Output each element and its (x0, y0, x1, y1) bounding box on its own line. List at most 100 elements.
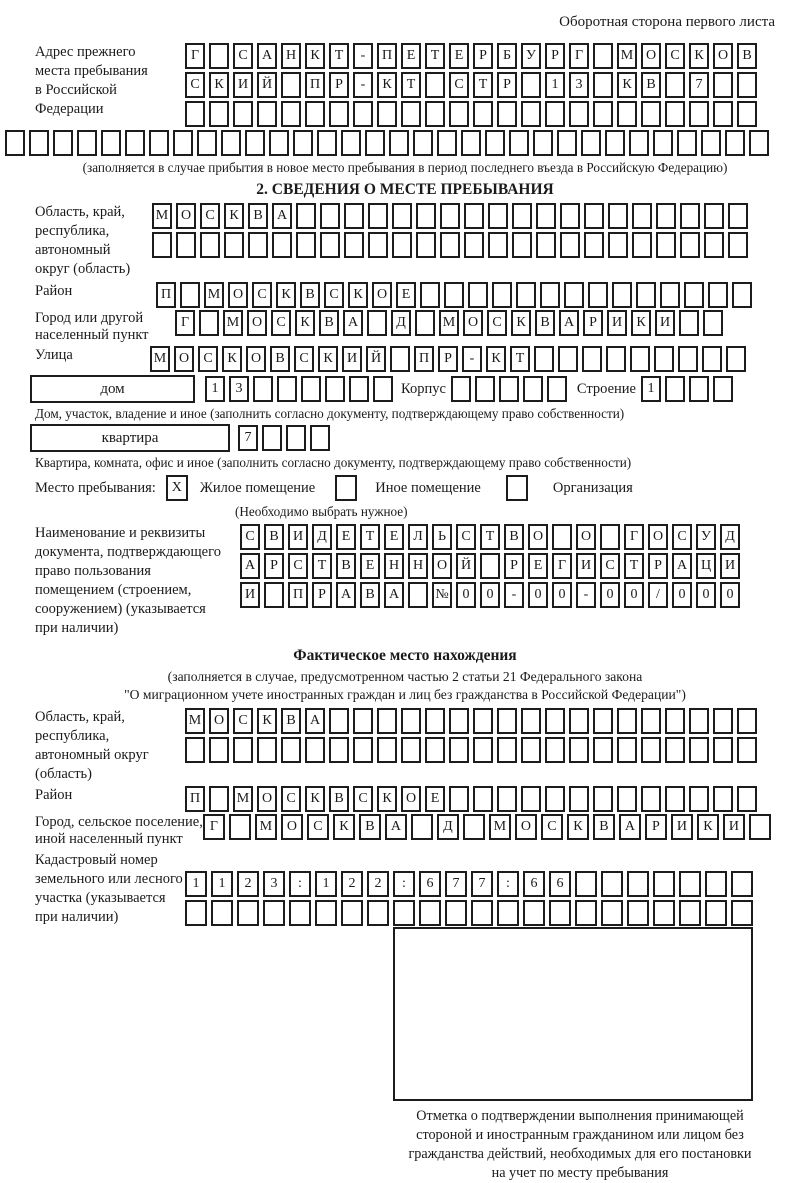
form-cell[interactable] (713, 708, 733, 734)
form-cell[interactable] (450, 376, 471, 402)
form-cell[interactable] (473, 708, 493, 734)
form-cell[interactable]: С (271, 310, 291, 336)
form-cell[interactable] (176, 232, 196, 258)
form-cell[interactable] (101, 130, 121, 156)
form-cell[interactable] (269, 130, 289, 156)
form-cell[interactable] (497, 900, 519, 926)
form-cell[interactable] (725, 130, 745, 156)
form-cell[interactable] (209, 786, 229, 812)
form-cell[interactable]: В (358, 814, 381, 840)
form-cell[interactable] (641, 708, 661, 734)
form-cell[interactable]: А (559, 310, 579, 336)
form-cell[interactable]: 6 (523, 871, 545, 897)
form-cell[interactable] (449, 708, 469, 734)
form-cell[interactable]: Г (624, 524, 644, 550)
form-cell[interactable] (656, 203, 676, 229)
form-cell[interactable]: К (209, 72, 229, 98)
form-cell[interactable] (425, 72, 445, 98)
form-cell[interactable]: Р (583, 310, 603, 336)
form-cell[interactable] (601, 900, 623, 926)
form-cell[interactable]: А (257, 43, 277, 69)
form-cell[interactable] (665, 737, 685, 763)
form-cell[interactable] (377, 101, 397, 127)
form-cell[interactable] (705, 900, 727, 926)
form-cell[interactable]: М (488, 814, 511, 840)
form-cell[interactable] (546, 376, 567, 402)
form-cell[interactable] (410, 814, 433, 840)
form-cell[interactable]: О (257, 786, 277, 812)
form-cell[interactable] (557, 130, 577, 156)
form-cell[interactable] (593, 101, 613, 127)
form-cell[interactable] (416, 232, 436, 258)
form-cell[interactable]: / (648, 582, 668, 608)
form-cell[interactable]: С (449, 72, 469, 98)
form-cell[interactable] (593, 72, 613, 98)
form-cell[interactable]: О (641, 43, 661, 69)
form-cell[interactable]: 3 (263, 871, 285, 897)
form-cell[interactable] (233, 737, 253, 763)
form-cell[interactable] (419, 900, 441, 926)
form-cell[interactable] (688, 376, 709, 402)
form-cell[interactable] (488, 232, 508, 258)
form-cell[interactable]: Н (384, 553, 404, 579)
form-cell[interactable]: : (497, 871, 519, 897)
form-cell[interactable]: С (200, 203, 220, 229)
form-cell[interactable] (677, 130, 697, 156)
form-cell[interactable] (656, 232, 676, 258)
form-cell[interactable]: К (631, 310, 651, 336)
form-cell[interactable] (678, 346, 698, 372)
form-cell[interactable] (521, 737, 541, 763)
form-cell[interactable]: И (576, 553, 596, 579)
form-cell[interactable]: 0 (696, 582, 716, 608)
form-cell[interactable]: Р (312, 582, 332, 608)
form-cell[interactable] (173, 130, 193, 156)
form-cell[interactable]: Б (497, 43, 517, 69)
form-cell[interactable] (353, 708, 373, 734)
form-cell[interactable] (569, 737, 589, 763)
form-cell[interactable]: С (540, 814, 563, 840)
form-cell[interactable]: Р (329, 72, 349, 98)
form-cell[interactable]: С (306, 814, 329, 840)
form-cell[interactable] (713, 101, 733, 127)
form-cell[interactable] (209, 43, 229, 69)
form-cell[interactable]: Е (401, 43, 421, 69)
form-cell[interactable]: С (233, 43, 253, 69)
form-cell[interactable] (702, 346, 722, 372)
form-cell[interactable] (440, 232, 460, 258)
form-cell[interactable] (473, 101, 493, 127)
form-cell[interactable]: Е (360, 553, 380, 579)
form-cell[interactable] (701, 130, 721, 156)
form-cell[interactable]: С (324, 282, 344, 308)
form-cell[interactable]: О (463, 310, 483, 336)
form-cell[interactable]: 0 (672, 582, 692, 608)
form-cell[interactable]: С (281, 786, 301, 812)
form-cell[interactable] (689, 737, 709, 763)
form-cell[interactable]: К (511, 310, 531, 336)
form-cell[interactable] (703, 310, 723, 336)
form-cell[interactable] (731, 900, 753, 926)
form-cell[interactable] (689, 708, 709, 734)
form-cell[interactable] (365, 130, 385, 156)
form-cell[interactable] (492, 282, 512, 308)
form-cell[interactable] (462, 814, 485, 840)
form-cell[interactable] (389, 130, 409, 156)
form-cell[interactable] (713, 786, 733, 812)
form-cell[interactable]: К (224, 203, 244, 229)
form-cell[interactable]: Р (545, 43, 565, 69)
form-cell[interactable]: Р (438, 346, 458, 372)
form-cell[interactable] (533, 130, 553, 156)
form-cell[interactable] (509, 130, 529, 156)
form-cell[interactable] (636, 282, 656, 308)
form-cell[interactable]: В (264, 524, 284, 550)
form-cell[interactable]: О (514, 814, 537, 840)
form-cell[interactable] (726, 346, 746, 372)
form-cell[interactable]: О (228, 282, 248, 308)
form-cell[interactable] (237, 900, 259, 926)
form-cell[interactable] (341, 130, 361, 156)
form-cell[interactable]: И (607, 310, 627, 336)
form-cell[interactable]: И (240, 582, 260, 608)
form-cell[interactable]: 0 (528, 582, 548, 608)
form-cell[interactable]: К (377, 72, 397, 98)
